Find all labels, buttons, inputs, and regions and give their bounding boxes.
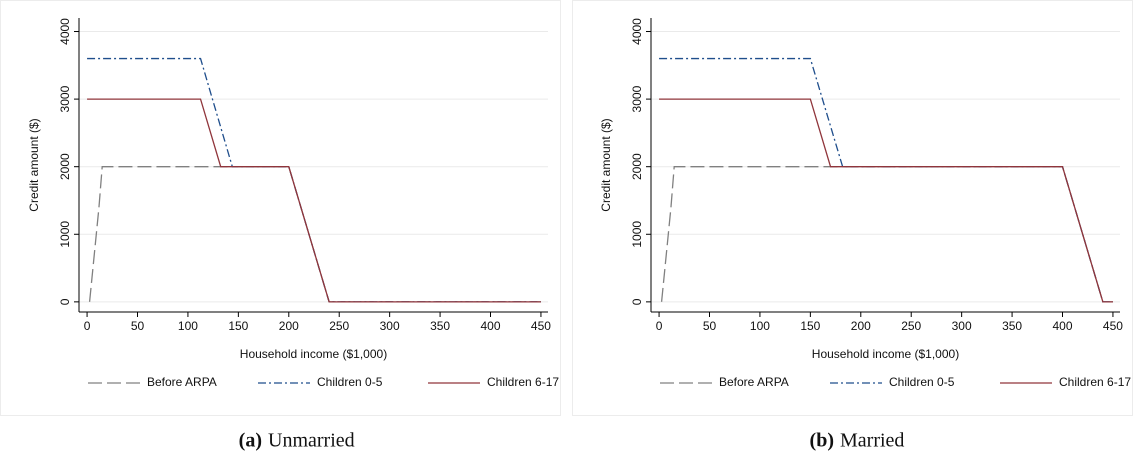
x-tick-label: 50	[131, 319, 145, 333]
x-axis-title: Household income ($1,000)	[240, 347, 387, 361]
y-axis-title: Credit amount ($)	[599, 118, 613, 211]
series-line	[659, 98, 1113, 303]
x-tick-label: 0	[656, 319, 663, 333]
x-tick-label: 400	[480, 319, 500, 333]
y-axis-title: Credit amount ($)	[27, 118, 41, 211]
legend-label: Children 6-17	[487, 375, 559, 389]
x-tick-label: 350	[430, 319, 450, 333]
legend-label: Children 0-5	[317, 375, 383, 389]
chart-panel: 0 1000 2000 3000 4000 0 50 100 150 200 250 300 350 40…	[572, 0, 1133, 452]
series-line	[87, 98, 541, 303]
caption-label: (b)	[810, 430, 834, 452]
x-tick-label: 250	[901, 319, 921, 333]
x-tick-label: 200	[279, 319, 299, 333]
x-tick-label: 350	[1002, 319, 1022, 333]
y-tick-label: 3000	[630, 85, 644, 112]
legend-label: Children 0-5	[889, 375, 955, 389]
panel-frame	[0, 0, 561, 416]
y-tick-label: 1000	[58, 221, 72, 248]
x-tick-label: 100	[178, 319, 198, 333]
x-tick-label: 0	[84, 319, 91, 333]
x-tick-label: 300	[380, 319, 400, 333]
x-tick-label: 450	[531, 319, 551, 333]
legend-label: Children 6-17	[1059, 375, 1131, 389]
series-line	[87, 57, 541, 303]
x-tick-label: 250	[329, 319, 349, 333]
caption: Unmarried	[268, 430, 355, 452]
series-line	[659, 57, 1113, 303]
x-tick-label: 100	[750, 319, 770, 333]
x-tick-label: 200	[851, 319, 871, 333]
y-tick-label: 3000	[58, 85, 72, 112]
y-tick-label: 2000	[58, 153, 72, 180]
y-tick-label: 4000	[630, 18, 644, 45]
x-tick-label: 50	[703, 319, 717, 333]
x-tick-label: 150	[228, 319, 248, 333]
y-tick-label: 2000	[630, 153, 644, 180]
x-tick-label: 150	[800, 319, 820, 333]
x-tick-label: 400	[1052, 319, 1072, 333]
x-tick-label: 450	[1103, 319, 1123, 333]
x-axis-title: Household income ($1,000)	[812, 347, 959, 361]
y-tick-label: 0	[58, 298, 72, 305]
y-tick-label: 1000	[630, 221, 644, 248]
y-tick-label: 4000	[58, 18, 72, 45]
y-tick-label: 0	[630, 298, 644, 305]
caption: Married	[840, 430, 904, 452]
caption-label: (a)	[239, 430, 262, 452]
x-tick-label: 300	[952, 319, 972, 333]
legend-label: Before ARPA	[147, 375, 217, 389]
chart-panel: 0 1000 2000 3000 4000 0 50 100 150 200 250 300 350 40…	[0, 0, 561, 452]
legend-label: Before ARPA	[719, 375, 789, 389]
